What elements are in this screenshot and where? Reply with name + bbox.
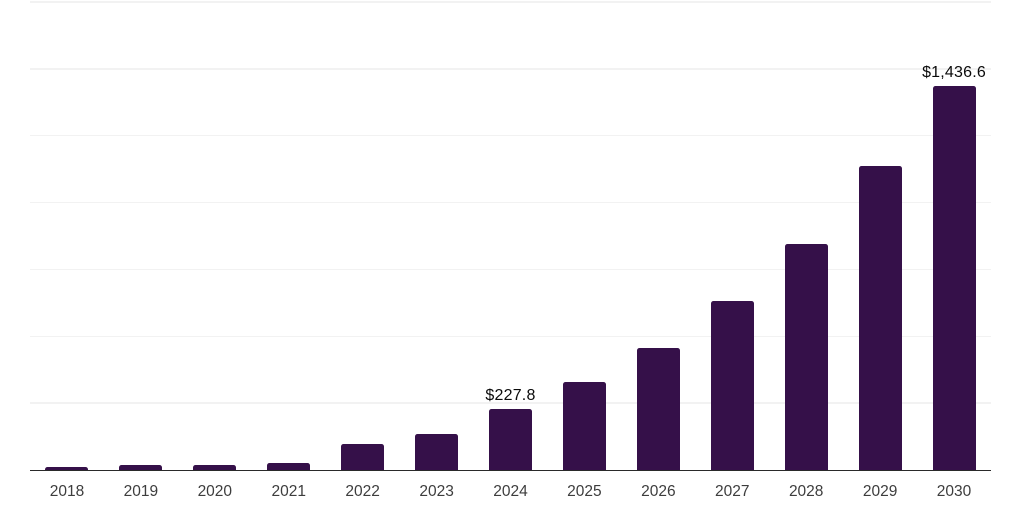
x-tick-label-2022: 2022 bbox=[345, 483, 380, 500]
bar-2021 bbox=[267, 462, 311, 470]
bar-value-label-2030: $1,436.6 bbox=[922, 63, 986, 81]
bar-2026 bbox=[636, 348, 680, 470]
x-tick-label-2021: 2021 bbox=[271, 483, 306, 500]
bar-slot-2021 bbox=[252, 2, 326, 470]
x-tick-label-2027: 2027 bbox=[715, 483, 750, 500]
x-tick-label-2024: 2024 bbox=[493, 483, 528, 500]
gridline-1500 bbox=[30, 68, 991, 70]
gridline-250 bbox=[30, 402, 991, 404]
bar-2025 bbox=[562, 381, 606, 470]
bar-slot-2023 bbox=[400, 2, 474, 470]
gridline-1750 bbox=[30, 1, 991, 3]
x-tick-label-2020: 2020 bbox=[197, 483, 233, 500]
bar-slot-2020 bbox=[178, 2, 252, 470]
bar-2018 bbox=[45, 466, 89, 470]
bar-slot-2022 bbox=[326, 2, 400, 470]
bar-slot-2030: $1,436.6 bbox=[917, 2, 991, 470]
bar-slot-2029 bbox=[843, 2, 917, 470]
bar-slot-2019 bbox=[104, 2, 178, 470]
x-tick-label-2019: 2019 bbox=[123, 483, 159, 500]
x-tick-label-2025: 2025 bbox=[567, 483, 602, 500]
bar-value-label-2024: $227.8 bbox=[485, 387, 536, 405]
bar-2020 bbox=[193, 464, 237, 470]
x-axis-labels: 2018 2019 2020 2021 2022 2023 2024 2025 2026 2027… bbox=[30, 483, 991, 501]
bar-2024: $227.8 bbox=[485, 387, 535, 470]
x-tick-label-2029: 2029 bbox=[862, 483, 898, 500]
bar-2023 bbox=[415, 433, 459, 470]
x-tick-label-2018: 2018 bbox=[49, 483, 85, 500]
bar-2029 bbox=[858, 165, 902, 470]
plot-area: $227.8 $1,436.6 bbox=[30, 1, 991, 470]
bar-slot-2026 bbox=[621, 2, 695, 470]
gridline-750 bbox=[30, 268, 991, 271]
x-axis-line bbox=[30, 469, 991, 471]
bar-slot-2027 bbox=[695, 2, 769, 470]
bars: $227.8 $1,436.6 bbox=[30, 2, 991, 470]
bar-slot-2028 bbox=[769, 2, 843, 470]
x-tick-label-2023: 2023 bbox=[419, 483, 454, 500]
gridline-1250 bbox=[30, 134, 991, 137]
x-tick-label-2030: 2030 bbox=[936, 483, 972, 500]
x-tick-label-2028: 2028 bbox=[788, 483, 824, 500]
bar-2030: $1,436.6 bbox=[922, 64, 986, 470]
bar-2022 bbox=[341, 443, 385, 470]
gridline-500 bbox=[30, 335, 991, 338]
bar-slot-2025 bbox=[547, 2, 621, 470]
x-tick-label-2026: 2026 bbox=[641, 483, 676, 500]
bar-slot-2018 bbox=[30, 2, 104, 470]
bar-2028 bbox=[784, 243, 828, 470]
bar-2027 bbox=[710, 301, 754, 470]
bar-slot-2024: $227.8 bbox=[474, 2, 548, 470]
gridline-1000 bbox=[30, 201, 991, 204]
bar-2019 bbox=[119, 464, 163, 470]
